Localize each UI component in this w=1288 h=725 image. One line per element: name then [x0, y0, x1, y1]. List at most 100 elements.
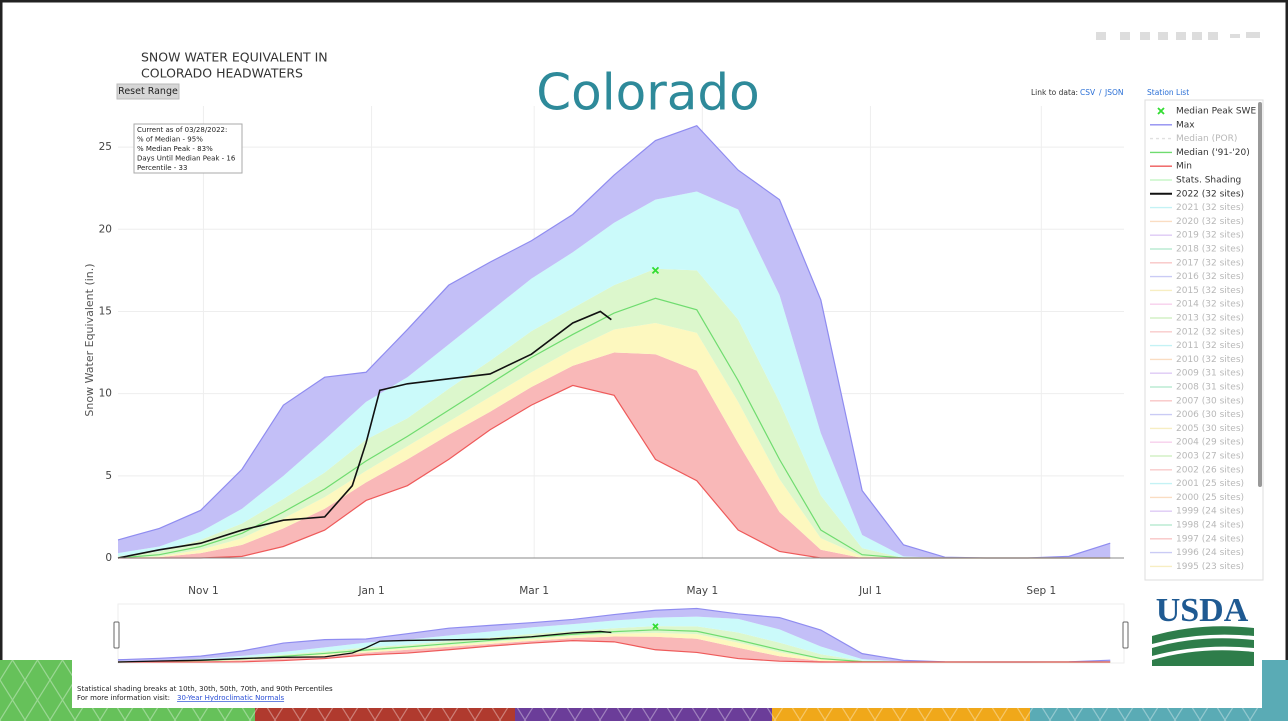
- tool-icon[interactable]: [1192, 32, 1202, 40]
- legend-label[interactable]: 2014 (32 sites): [1176, 300, 1244, 310]
- series-line: [117, 630, 612, 663]
- legend-label[interactable]: Min: [1176, 162, 1192, 172]
- legend-label[interactable]: 2004 (29 sites): [1176, 438, 1244, 448]
- legend-label[interactable]: 2021 (32 sites): [1176, 203, 1244, 213]
- annotation-box: [133, 123, 243, 174]
- footer-note: For more information visit:: [77, 694, 170, 702]
- json-link[interactable]: JSON: [1104, 88, 1124, 97]
- range-slider: [113, 603, 1129, 664]
- shading-band: [118, 626, 1111, 662]
- y-tick-label: 15: [99, 305, 112, 317]
- y-tick-label: 25: [99, 141, 112, 153]
- tool-icon[interactable]: [1176, 32, 1186, 40]
- footer-block: [1262, 660, 1288, 721]
- shading-band: [118, 125, 1111, 558]
- footer-link[interactable]: 30-Year Hydroclimatic Normals: [177, 694, 284, 702]
- legend-label[interactable]: 2010 (32 sites): [1176, 355, 1244, 365]
- legend-label[interactable]: 2019 (32 sites): [1176, 231, 1244, 241]
- y-tick-label: 10: [99, 388, 112, 400]
- legend-label[interactable]: 2009 (31 sites): [1176, 369, 1244, 379]
- tool-icon[interactable]: [1230, 34, 1240, 38]
- legend-label[interactable]: 2002 (26 sites): [1176, 465, 1244, 475]
- legend-label[interactable]: 2001 (25 sites): [1176, 479, 1244, 489]
- footer-note: Statistical shading breaks at 10th, 30th…: [77, 685, 333, 693]
- shading-band: [118, 608, 1111, 662]
- y-tick-label: 5: [105, 470, 112, 482]
- y-axis-label: Snow Water Equivalent (in.): [83, 263, 96, 416]
- legend-label[interactable]: 2013 (32 sites): [1176, 314, 1244, 324]
- series-line: [117, 310, 612, 559]
- x-tick-label: May 1: [686, 585, 718, 597]
- reset-button[interactable]: [116, 83, 180, 100]
- tool-icon[interactable]: [1140, 32, 1150, 40]
- station-list-link[interactable]: Station List: [1147, 88, 1189, 97]
- legend-label[interactable]: 2005 (30 sites): [1176, 424, 1244, 434]
- legend-label[interactable]: 1998 (24 sites): [1176, 521, 1244, 531]
- legend-label[interactable]: 2017 (32 sites): [1176, 258, 1244, 268]
- x-tick-label: Sep 1: [1026, 585, 1056, 597]
- footer-band: [0, 660, 1288, 721]
- y-tick-label: 20: [99, 223, 112, 235]
- shading-band: [118, 268, 1111, 558]
- legend-label[interactable]: 2012 (32 sites): [1176, 327, 1244, 337]
- usda-logo: USDA: [1152, 592, 1254, 666]
- reset-button-label[interactable]: Reset Range: [118, 86, 178, 97]
- legend-entries: Median Peak SWE Max Median (POR) Median ('9…: [1150, 107, 1256, 572]
- legend-label[interactable]: 2015 (32 sites): [1176, 286, 1244, 296]
- footer-pattern: [0, 660, 72, 721]
- legend-label[interactable]: Median Peak SWE: [1176, 107, 1256, 117]
- tool-icon[interactable]: [1096, 32, 1106, 40]
- legend-label[interactable]: Stats. Shading: [1176, 176, 1241, 186]
- legend-label[interactable]: 2007 (30 sites): [1176, 396, 1244, 406]
- range-handle[interactable]: [113, 621, 120, 649]
- legend-label[interactable]: 1999 (24 sites): [1176, 507, 1244, 517]
- legend-label[interactable]: 1995 (23 sites): [1176, 562, 1244, 572]
- toolbar: [1096, 32, 1260, 40]
- annotation-line: Percentile - 33: [137, 164, 187, 172]
- logo-stripe: [1152, 626, 1254, 644]
- legend-label[interactable]: 2020 (32 sites): [1176, 217, 1244, 227]
- legend-label[interactable]: 1997 (24 sites): [1176, 534, 1244, 544]
- x-tick-label: Mar 1: [519, 585, 549, 597]
- x-tick-label: Jul 1: [858, 585, 882, 597]
- tool-icon[interactable]: [1158, 32, 1168, 40]
- annotation-line: Current as of 03/28/2022:: [137, 126, 227, 134]
- annotation-line: Days Until Median Peak - 16: [137, 155, 236, 163]
- series-line: [117, 125, 1111, 559]
- legend-label[interactable]: Median (POR): [1176, 134, 1237, 144]
- shading-band: [118, 616, 1111, 662]
- legend-scrollbar[interactable]: [1258, 102, 1262, 487]
- peak-marker: [651, 266, 660, 275]
- legend-label[interactable]: 2006 (30 sites): [1176, 410, 1244, 420]
- link-label: Link to data:: [1031, 88, 1078, 97]
- logo-stripe: [1152, 650, 1254, 666]
- legend-label[interactable]: Max: [1176, 120, 1195, 130]
- plot-area: 0 5 10 15 20 25 Nov 1 Jan 1 Mar 1 May 1 Jul 1 Sep 1: [99, 106, 1124, 597]
- shading-band: [118, 352, 1111, 558]
- legend-swatch: [1157, 107, 1165, 115]
- legend-label[interactable]: 2000 (25 sites): [1176, 493, 1244, 503]
- tool-icon[interactable]: [1208, 32, 1218, 40]
- peak-marker: [652, 623, 659, 630]
- tool-icon[interactable]: [1246, 32, 1260, 38]
- annotation-line: % of Median - 95%: [137, 136, 203, 144]
- legend-label[interactable]: Median ('91-'20): [1176, 148, 1250, 158]
- legend-label[interactable]: 2003 (27 sites): [1176, 452, 1244, 462]
- legend-label[interactable]: 2008 (31 sites): [1176, 383, 1244, 393]
- chart-title: COLORADO HEADWATERS: [141, 66, 303, 81]
- csv-link[interactable]: CSV: [1080, 88, 1096, 97]
- chart-title: SNOW WATER EQUIVALENT IN: [141, 50, 328, 65]
- legend-label[interactable]: 2022 (32 sites): [1176, 189, 1244, 199]
- range-handle[interactable]: [1122, 621, 1129, 649]
- legend-label[interactable]: 2011 (32 sites): [1176, 341, 1244, 351]
- legend-label[interactable]: 2018 (32 sites): [1176, 245, 1244, 255]
- y-tick-label: 0: [105, 552, 112, 564]
- annotation-line: % Median Peak - 83%: [137, 145, 213, 153]
- legend-label[interactable]: 1996 (24 sites): [1176, 548, 1244, 558]
- legend-label[interactable]: 2016 (32 sites): [1176, 272, 1244, 282]
- series-line: [118, 640, 1111, 663]
- tool-icon[interactable]: [1120, 32, 1130, 40]
- logo-text: USDA: [1156, 592, 1249, 629]
- overlay-title: Colorado: [536, 64, 760, 122]
